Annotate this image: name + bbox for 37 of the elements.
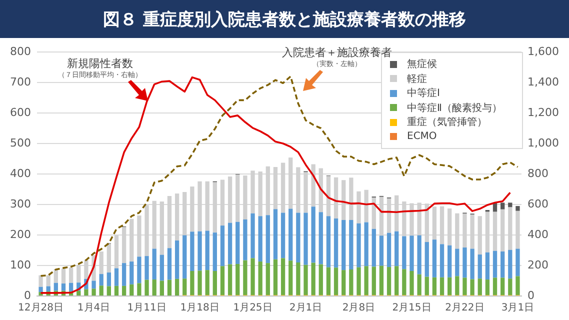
y-tick-label: 0 bbox=[24, 288, 31, 302]
y-tick-label: 700 bbox=[10, 75, 31, 88]
y-tick-label: 500 bbox=[10, 136, 31, 150]
legend-label: 中等症Ⅱ（酸素投与） bbox=[407, 102, 502, 115]
y2-tick-label: 800 bbox=[528, 166, 549, 180]
y-tick-label: 600 bbox=[10, 106, 31, 119]
legend-label: ECMO bbox=[407, 131, 437, 142]
legend-label: 無症候 bbox=[407, 58, 437, 72]
series-label: 入院患者＋施設療養者 bbox=[281, 45, 393, 60]
y2-tick-label: 1,200 bbox=[528, 106, 560, 119]
x-tick-label: 2月1日 bbox=[289, 302, 322, 314]
y-tick-label: 800 bbox=[10, 44, 31, 58]
legend-label: 重症（気管挿管） bbox=[407, 116, 487, 130]
x-tick-label: 1月4日 bbox=[77, 302, 110, 314]
x-tick-label: 1月11日 bbox=[127, 302, 166, 314]
y2-tick-label: 200 bbox=[528, 258, 549, 272]
y-tick-label: 200 bbox=[10, 228, 31, 241]
x-tick-label: 1月25日 bbox=[233, 302, 272, 314]
x-tick-label: 3月1日 bbox=[501, 302, 534, 314]
y2-tick-label: 600 bbox=[528, 197, 549, 210]
x-tick-label: 1月18日 bbox=[180, 302, 220, 314]
y2-tick-label: 0 bbox=[528, 288, 535, 302]
y2-tick-label: 1,600 bbox=[528, 44, 560, 58]
y2-tick-label: 1,400 bbox=[528, 75, 560, 88]
x-tick-label: 2月22日 bbox=[445, 302, 484, 314]
y-tick-label: 400 bbox=[10, 166, 31, 180]
legend-label: 中等症Ⅰ bbox=[407, 86, 440, 100]
x-tick-label: 2月8日 bbox=[342, 302, 376, 314]
y-tick-label: 100 bbox=[10, 258, 31, 272]
chart-title: 図８ 重症度別入院患者数と施設療養者数の推移 bbox=[0, 0, 569, 38]
y2-tick-label: 400 bbox=[528, 228, 549, 241]
y-tick-label: 300 bbox=[10, 197, 31, 210]
y2-tick-label: 1,000 bbox=[528, 136, 560, 150]
x-tick-label: 2月15日 bbox=[392, 302, 432, 314]
legend-label: 軽症 bbox=[407, 72, 427, 86]
text: 新規陽性者数 bbox=[66, 56, 134, 71]
x-tick-label: 12月28日 bbox=[18, 302, 64, 314]
